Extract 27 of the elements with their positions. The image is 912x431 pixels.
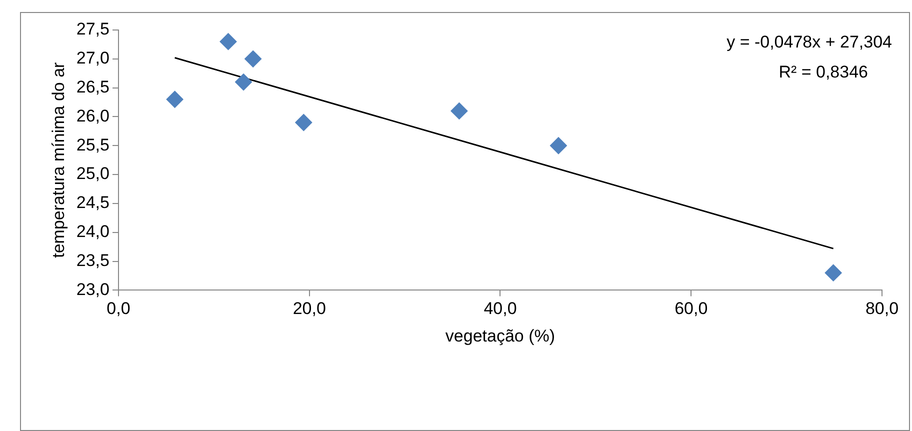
x-tick-label: 80,0: [865, 299, 899, 318]
y-tick-label: 24,5: [76, 193, 110, 212]
x-tick-label: 40,0: [484, 299, 517, 318]
point: [295, 114, 312, 132]
y-tick-label: 27,0: [76, 48, 110, 68]
annotation: y = -0,0478x + 27,304: [726, 32, 892, 52]
point: [220, 33, 237, 50]
point: [550, 137, 567, 154]
y-tick-label: 26,0: [76, 106, 110, 126]
point: [244, 50, 262, 68]
x-axis-title: vegetação (%): [445, 326, 556, 346]
y-tick-label: 24,0: [76, 222, 110, 242]
y-tick-label: 23,5: [76, 250, 110, 270]
x-tick-label: 60,0: [674, 299, 708, 318]
point: [235, 74, 252, 91]
x-tick-label: 0,0: [106, 299, 130, 318]
y-axis-title: temperatura mínima do ar: [48, 62, 68, 258]
point: [824, 264, 842, 282]
y-tick-label: 25,0: [76, 164, 110, 184]
y-tick-label: 27,5: [76, 20, 110, 39]
y-tick-label: 26,5: [76, 78, 110, 97]
y-tick-label: 23,0: [76, 280, 110, 299]
annotation: R² = 0,8346: [778, 62, 868, 82]
x-tick-label: 20,0: [292, 299, 326, 318]
y-tick-label: 25,5: [76, 135, 110, 154]
point: [450, 102, 468, 120]
point: [166, 90, 184, 108]
